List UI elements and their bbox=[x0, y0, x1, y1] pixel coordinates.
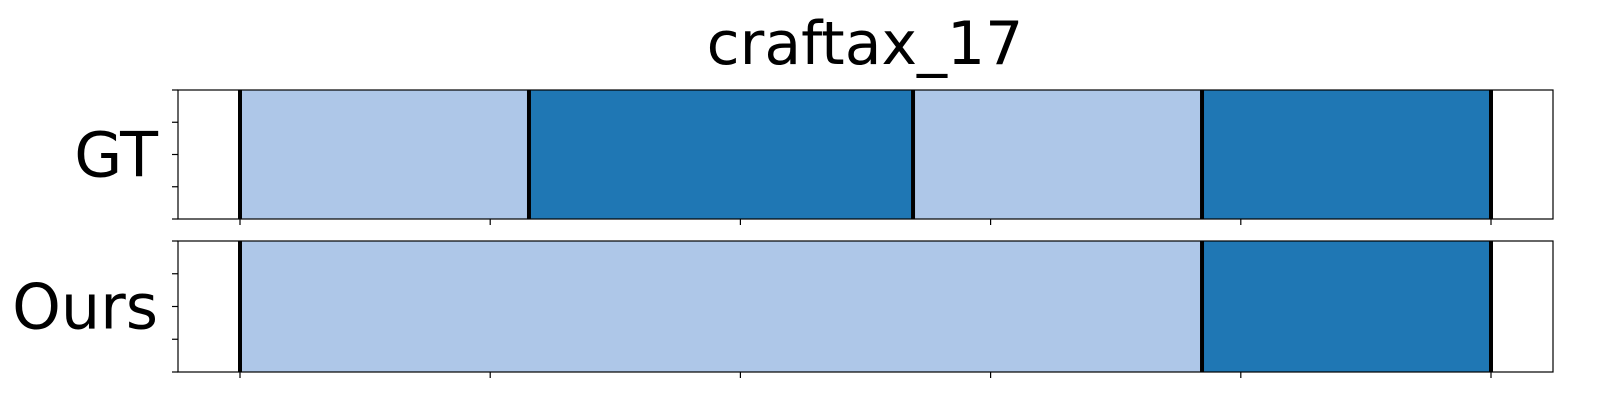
row-label-gt: GT bbox=[74, 119, 159, 192]
segment-gt-1 bbox=[240, 90, 529, 219]
segment-ours-2 bbox=[1202, 241, 1491, 372]
chart-title: craftax_17 bbox=[707, 9, 1024, 79]
segment-gt-2 bbox=[528, 90, 914, 219]
segment-gt-3 bbox=[913, 90, 1203, 219]
panel-gt: GT bbox=[74, 89, 1554, 225]
segment-ours-1 bbox=[240, 241, 1203, 372]
panel-ours: Ours bbox=[12, 240, 1554, 378]
row-label-ours: Ours bbox=[12, 271, 158, 344]
panels: GT Ours bbox=[12, 89, 1554, 378]
segment-gt-4 bbox=[1202, 90, 1491, 219]
